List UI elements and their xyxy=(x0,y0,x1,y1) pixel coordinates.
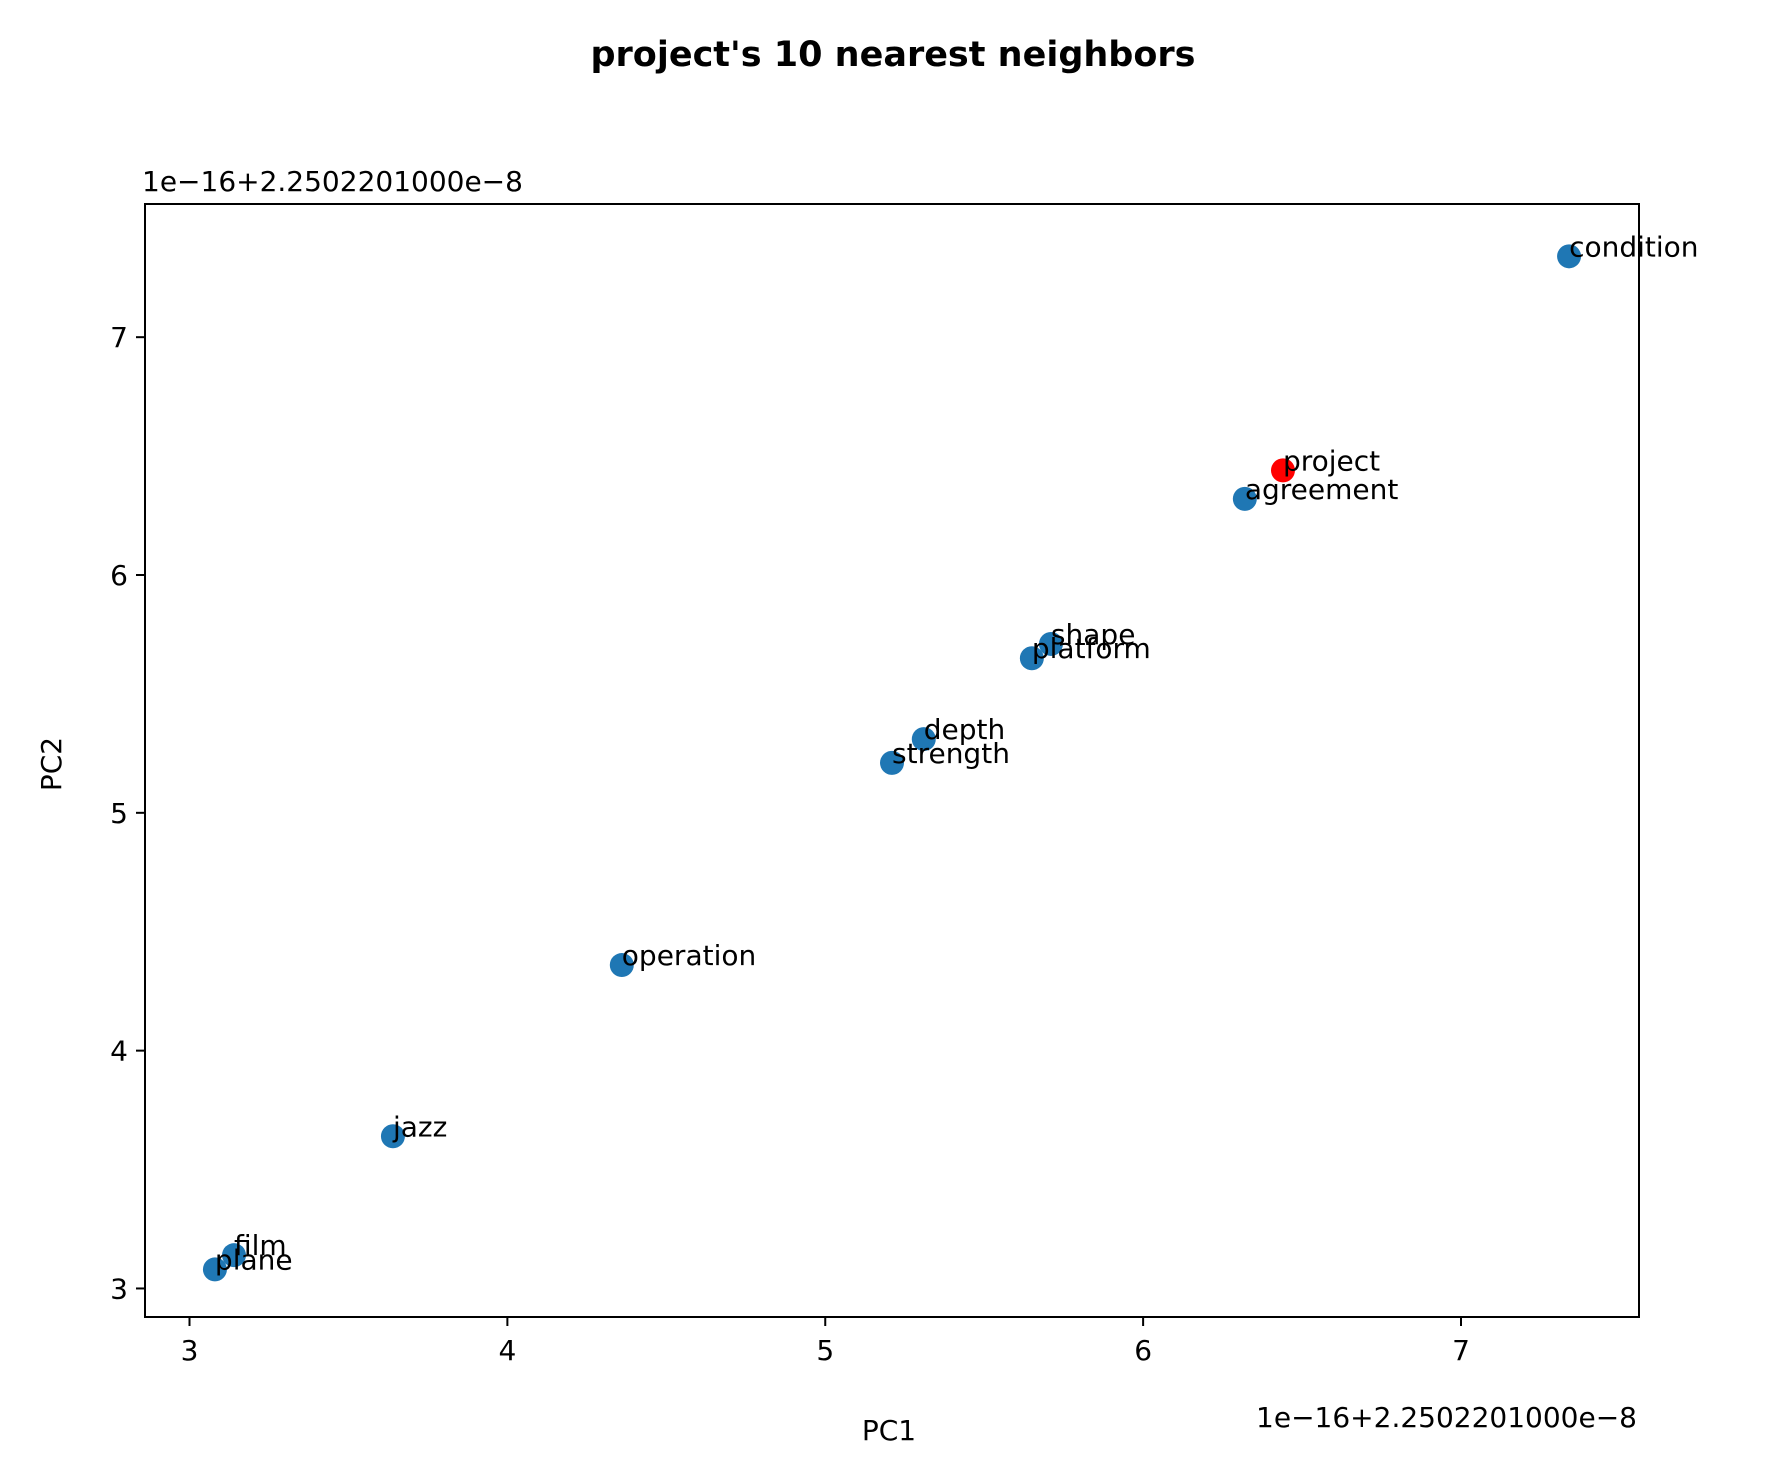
neighbor-point xyxy=(911,727,936,752)
point-label: agreement xyxy=(1245,473,1399,506)
x-offset-label: 1e−16+2.2502201000e−8 xyxy=(1256,1401,1637,1434)
neighbor-point xyxy=(1038,631,1063,656)
query-point xyxy=(1270,458,1295,483)
y-tick-label: 3 xyxy=(110,1272,128,1305)
x-tick-label: 3 xyxy=(181,1334,199,1367)
y-tick-label: 6 xyxy=(110,559,128,592)
point-label: operation xyxy=(622,939,756,972)
neighbor-point xyxy=(380,1124,405,1149)
neighbor-point xyxy=(1557,244,1582,269)
neighbor-point xyxy=(222,1243,247,1268)
y-tick-label: 5 xyxy=(110,797,128,830)
point-label: plane xyxy=(215,1243,293,1276)
x-tick-label: 6 xyxy=(1134,1334,1152,1367)
x-tick-label: 4 xyxy=(498,1334,516,1367)
neighbor-point xyxy=(880,750,904,775)
x-axis-ticks: 3 4 5 6 7 xyxy=(181,1317,1470,1367)
point-label: platform xyxy=(1032,632,1151,665)
y-tick-label: 7 xyxy=(110,321,128,354)
y-axis-ticks: 3 4 5 6 7 xyxy=(110,321,145,1305)
x-axis-label: PC1 xyxy=(862,1414,916,1447)
y-axis-label: PC2 xyxy=(35,737,68,791)
x-tick-label: 7 xyxy=(1452,1334,1470,1367)
plot-area-frame xyxy=(144,203,1640,1318)
neighbor-point xyxy=(1019,646,1044,671)
neighbor-point xyxy=(1232,486,1257,511)
y-offset-label: 1e−16+2.2502201000e−8 xyxy=(142,165,523,198)
point-label: depth xyxy=(924,713,1006,746)
y-tick-label: 4 xyxy=(110,1035,128,1068)
point-label: strength xyxy=(892,737,1010,770)
chart-title: project's 10 nearest neighbors xyxy=(590,35,1195,75)
data-points xyxy=(202,244,1582,1282)
point-label: jazz xyxy=(392,1110,447,1143)
point-label: shape xyxy=(1051,618,1136,651)
point-label: condition xyxy=(1569,230,1698,263)
neighbor-point xyxy=(202,1257,227,1282)
point-label: project xyxy=(1283,444,1380,477)
point-label: film xyxy=(234,1229,287,1262)
neighbor-point xyxy=(609,953,634,978)
x-tick-label: 5 xyxy=(816,1334,834,1367)
